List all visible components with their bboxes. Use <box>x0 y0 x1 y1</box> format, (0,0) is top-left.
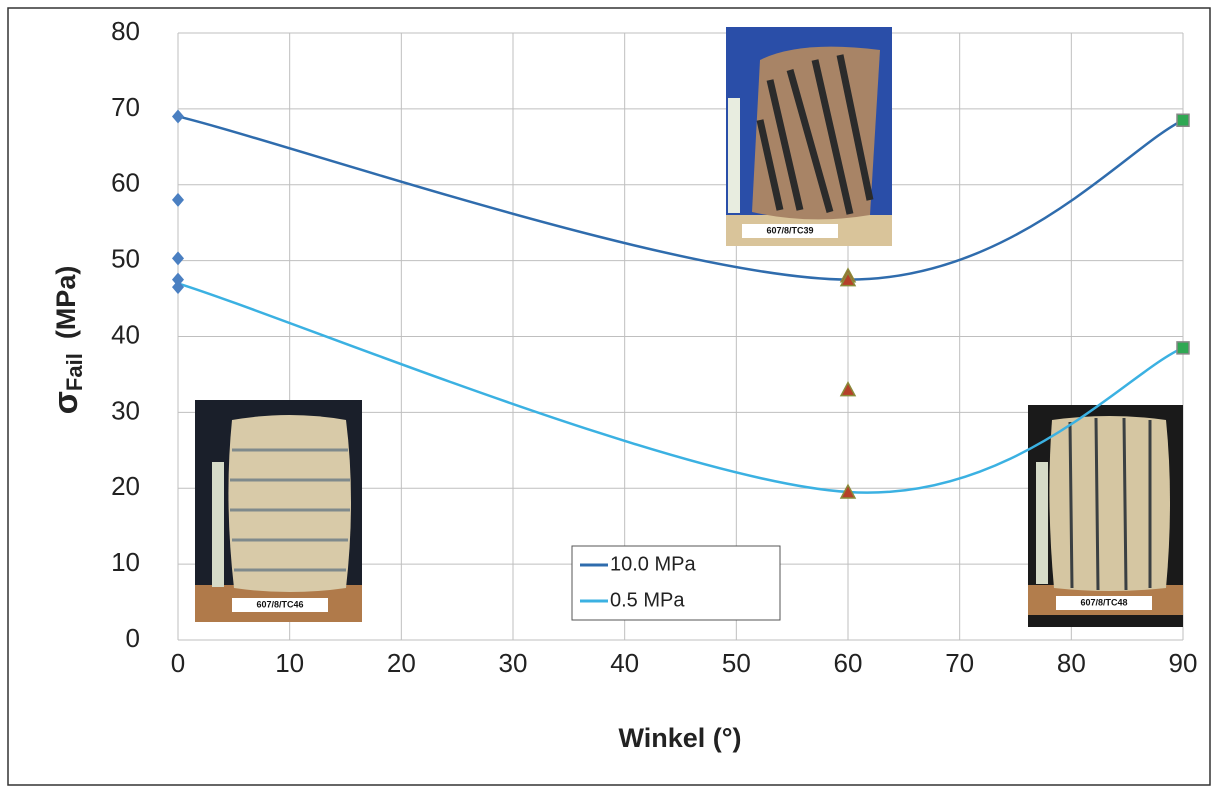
y-tick-label: 50 <box>111 244 140 274</box>
y-axis-title: σFail (MPa) <box>47 266 87 415</box>
y-tick-label: 40 <box>111 319 140 349</box>
x-tick-label: 90 <box>1169 648 1198 678</box>
x-tick-label: 70 <box>945 648 974 678</box>
y-tick-label: 60 <box>111 168 140 198</box>
frame <box>8 8 1210 785</box>
y-unit: (MPa) <box>51 266 81 340</box>
legend-label: 0.5 MPa <box>610 589 685 611</box>
data-point <box>1177 114 1189 126</box>
legend: 10.0 MPa 0.5 MPa <box>572 546 780 620</box>
x-tick-label: 0 <box>171 648 185 678</box>
photo-caption: 607/8/TC48 <box>1080 597 1127 607</box>
photo-caption: 607/8/TC46 <box>256 599 303 609</box>
y-subscript: Fail <box>62 353 87 391</box>
x-tick-label: 30 <box>499 648 528 678</box>
x-tick-label: 60 <box>834 648 863 678</box>
photo: 607/8/TC39 <box>726 27 892 246</box>
x-tick-label: 10 <box>275 648 304 678</box>
photo: 607/8/TC46 <box>195 400 362 622</box>
y-tick-label: 30 <box>111 395 140 425</box>
x-tick-label: 50 <box>722 648 751 678</box>
x-tick-label: 80 <box>1057 648 1086 678</box>
y-tick-label: 70 <box>111 92 140 122</box>
x-tick-label: 40 <box>610 648 639 678</box>
y-symbol: σ <box>47 391 85 414</box>
x-tick-label: 20 <box>387 648 416 678</box>
photo: 607/8/TC48 <box>1028 405 1183 627</box>
data-point <box>1177 342 1189 354</box>
y-tick-label: 10 <box>111 547 140 577</box>
legend-label: 10.0 MPa <box>610 553 696 575</box>
chart: 0 10 20 30 40 50 60 70 80 0 10 20 30 40 50 60 70 80 90 607… <box>0 0 1218 792</box>
y-tick-label: 80 <box>111 16 140 46</box>
y-tick-label: 0 <box>126 623 140 653</box>
photo-caption: 607/8/TC39 <box>766 225 813 235</box>
x-axis-title: Winkel (°) <box>618 723 741 753</box>
y-tick-label: 20 <box>111 471 140 501</box>
